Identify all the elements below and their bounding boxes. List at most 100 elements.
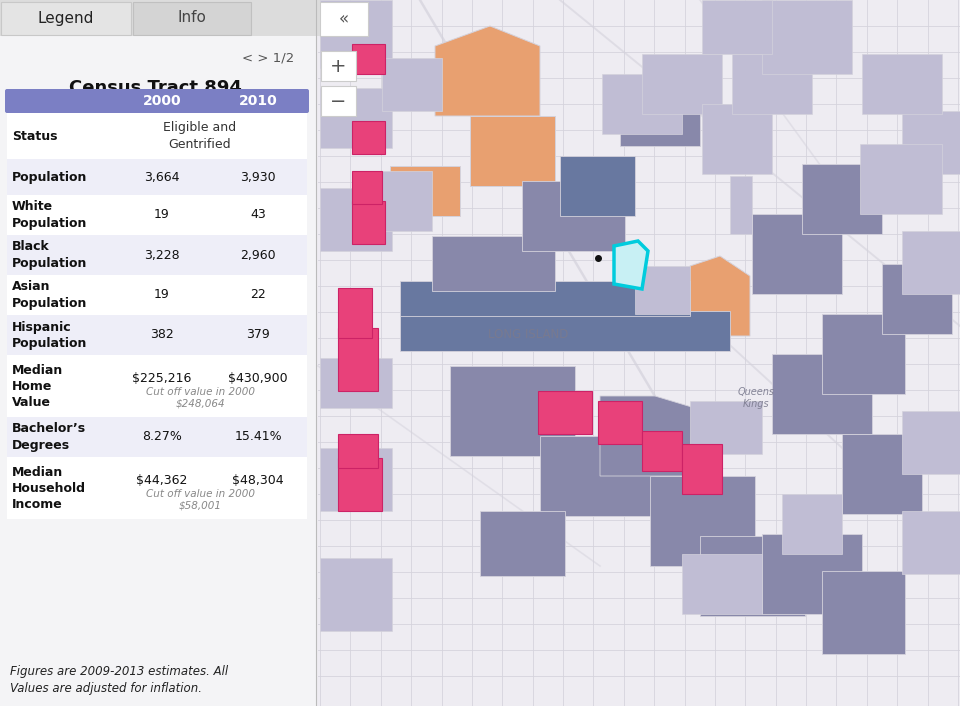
Text: 22: 22 — [251, 289, 266, 301]
Polygon shape — [902, 411, 960, 474]
Polygon shape — [882, 264, 952, 334]
Polygon shape — [902, 111, 960, 174]
Polygon shape — [338, 434, 378, 468]
Text: 3,228: 3,228 — [144, 249, 180, 261]
Bar — [7, 457, 307, 519]
Polygon shape — [842, 434, 922, 514]
Text: Cut off value in 2000
$58,001: Cut off value in 2000 $58,001 — [146, 489, 254, 511]
Polygon shape — [338, 328, 378, 391]
Text: 2,960: 2,960 — [240, 249, 276, 261]
Polygon shape — [635, 266, 690, 314]
Text: < > 1/2: < > 1/2 — [242, 52, 294, 64]
Polygon shape — [614, 241, 648, 289]
Text: 8.27%: 8.27% — [142, 431, 182, 443]
Text: +: + — [329, 56, 347, 76]
Text: Legend: Legend — [37, 11, 94, 25]
Polygon shape — [480, 511, 565, 576]
Polygon shape — [320, 188, 392, 251]
Text: −: − — [330, 92, 347, 111]
Polygon shape — [320, 558, 392, 631]
Bar — [133, 2, 251, 35]
Bar — [1, 2, 131, 35]
Text: 2010: 2010 — [239, 94, 277, 108]
Polygon shape — [702, 0, 772, 54]
Text: 15.41%: 15.41% — [234, 431, 282, 443]
Polygon shape — [682, 554, 762, 614]
Polygon shape — [642, 431, 682, 471]
Polygon shape — [400, 311, 730, 351]
Polygon shape — [822, 314, 905, 394]
Polygon shape — [730, 176, 752, 234]
Polygon shape — [762, 0, 852, 74]
Bar — [321, 51, 356, 81]
Bar — [7, 275, 307, 315]
Text: $225,216: $225,216 — [132, 371, 192, 385]
Text: 379: 379 — [246, 328, 270, 342]
Polygon shape — [450, 366, 575, 456]
Text: «: « — [339, 10, 349, 28]
Polygon shape — [382, 58, 442, 111]
Text: Census Tract 894: Census Tract 894 — [68, 79, 241, 97]
Polygon shape — [538, 391, 592, 434]
Text: 2000: 2000 — [143, 94, 181, 108]
Text: 43: 43 — [251, 208, 266, 222]
Text: 3,930: 3,930 — [240, 171, 276, 184]
Bar — [7, 235, 307, 275]
Bar — [321, 86, 356, 116]
Polygon shape — [620, 86, 700, 146]
Polygon shape — [822, 571, 905, 654]
Text: White
Population: White Population — [12, 201, 87, 229]
Bar — [320, 2, 368, 36]
Polygon shape — [382, 171, 432, 231]
Polygon shape — [540, 436, 655, 516]
Polygon shape — [802, 164, 882, 234]
Polygon shape — [320, 358, 392, 408]
Polygon shape — [782, 494, 842, 554]
Polygon shape — [642, 54, 722, 114]
Text: Cut off value in 2000
$248,064: Cut off value in 2000 $248,064 — [146, 387, 254, 409]
Text: Eligible and
Gentrified: Eligible and Gentrified — [163, 121, 236, 150]
Polygon shape — [400, 281, 690, 316]
Polygon shape — [902, 511, 960, 574]
Bar — [0, 0, 316, 706]
Polygon shape — [352, 171, 382, 204]
Polygon shape — [352, 44, 385, 74]
Polygon shape — [685, 256, 750, 336]
Text: $44,362: $44,362 — [136, 474, 188, 486]
Polygon shape — [600, 396, 705, 476]
Text: $48,304: $48,304 — [232, 474, 284, 486]
Text: $430,900: $430,900 — [228, 371, 288, 385]
Text: Median
Household
Income: Median Household Income — [12, 465, 86, 510]
Text: Population: Population — [12, 171, 87, 184]
Polygon shape — [435, 26, 540, 116]
Polygon shape — [682, 444, 722, 494]
Bar — [7, 417, 307, 457]
Polygon shape — [352, 201, 385, 244]
Text: 3,664: 3,664 — [144, 171, 180, 184]
Polygon shape — [650, 476, 755, 566]
Text: Black
Population: Black Population — [12, 241, 87, 270]
Polygon shape — [320, 0, 392, 68]
Polygon shape — [762, 534, 862, 614]
Polygon shape — [902, 231, 960, 294]
Text: Figures are 2009-2013 estimates. All
Values are adjusted for inflation.: Figures are 2009-2013 estimates. All Val… — [10, 665, 228, 695]
Polygon shape — [338, 458, 382, 511]
Polygon shape — [598, 401, 642, 444]
Text: Queens
Kings: Queens Kings — [737, 387, 775, 409]
Polygon shape — [352, 121, 385, 154]
Polygon shape — [522, 181, 625, 251]
Polygon shape — [772, 354, 872, 434]
Text: Info: Info — [178, 11, 206, 25]
Polygon shape — [860, 144, 942, 214]
Polygon shape — [732, 54, 812, 114]
Polygon shape — [602, 74, 682, 134]
Text: 19: 19 — [155, 289, 170, 301]
Polygon shape — [560, 156, 635, 216]
Text: Bachelor’s
Degrees: Bachelor’s Degrees — [12, 422, 86, 452]
Polygon shape — [690, 401, 762, 454]
Text: LONG ISLAND: LONG ISLAND — [488, 328, 568, 340]
Polygon shape — [390, 166, 460, 216]
Bar — [7, 159, 307, 195]
Bar — [0, 0, 320, 36]
Polygon shape — [752, 214, 842, 294]
